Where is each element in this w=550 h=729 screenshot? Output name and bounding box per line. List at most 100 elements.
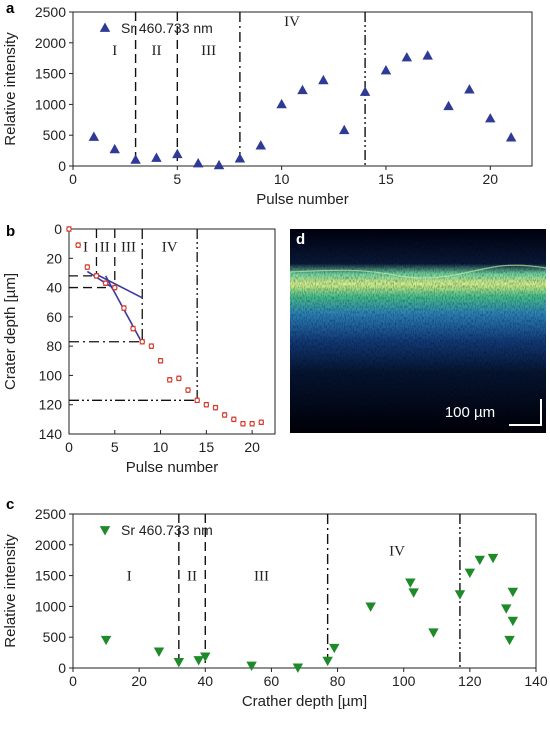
data-point: [297, 84, 308, 95]
x-tick-label: 20: [482, 171, 498, 187]
panel-label-b: b: [6, 223, 15, 240]
data-point: [166, 377, 173, 383]
oct-speckle-texture: [290, 229, 546, 433]
x-tick-label: 140: [524, 673, 548, 689]
x-tick-label: 15: [199, 439, 215, 455]
legend-marker: [99, 526, 111, 536]
region-label: IV: [284, 14, 300, 30]
x-tick-label: 100: [392, 673, 416, 689]
data-point: [212, 404, 219, 411]
data-point: [93, 273, 100, 279]
y-tick-label: 20: [46, 250, 62, 266]
x-axis-label: Crather depth [µm]: [242, 693, 367, 710]
region-label: IV: [162, 240, 178, 256]
y-axis-label: Relative intensity: [2, 32, 19, 146]
data-point: [408, 588, 419, 598]
data-point: [111, 284, 118, 291]
chart-b-axes: 0 5 10 15 20 0 20 40 60 80 100 120 140 Pulse number Cr…: [2, 221, 276, 476]
data-point: [151, 152, 162, 162]
x-tick-label: 60: [264, 673, 280, 689]
data-point: [139, 338, 146, 345]
data-point: [240, 420, 246, 427]
data-point: [428, 628, 439, 638]
x-tick-label: 80: [330, 673, 346, 689]
data-point: [401, 52, 413, 62]
data-point: [200, 652, 211, 662]
data-point: [487, 553, 499, 564]
y-tick-label: 2000: [35, 35, 66, 51]
y-tick-label: 120: [39, 397, 63, 413]
y-tick-label: 0: [58, 660, 66, 676]
data-point: [405, 578, 416, 588]
oct-surface-line: [289, 264, 547, 279]
data-point: [193, 656, 204, 666]
data-point: [221, 412, 228, 418]
data-point: [121, 305, 127, 311]
data-point: [464, 84, 475, 94]
data-point: [75, 242, 81, 248]
data-point: [380, 65, 392, 75]
chart-a-axes: 0 5 10 15 20 0 500 1000 1500 2000 2500 Pulse number…: [2, 4, 533, 208]
x-tick-label: 40: [197, 673, 213, 689]
x-tick-label: 5: [111, 439, 119, 455]
data-point: [339, 124, 350, 135]
data-point: [194, 397, 200, 404]
chart-panel-b: b 0 5 10 15 20 0 20 40 60 80 100 120 140 Pulse number…: [2, 221, 276, 476]
chart-panel-a: a 0 5 10 15 20 0 500 1000 1500 2000 2500 Pulse numb…: [2, 0, 533, 208]
data-point: [246, 661, 257, 672]
data-point: [474, 555, 486, 566]
y-axis-label: Crater depth [µm]: [2, 273, 19, 390]
data-point: [329, 643, 340, 654]
y-tick-label: 2500: [35, 4, 66, 20]
x-tick-label: 5: [173, 171, 181, 187]
data-point: [501, 604, 512, 614]
plot-frame: [68, 228, 276, 435]
y-tick-label: 2500: [35, 506, 66, 522]
region-label: I: [83, 240, 88, 256]
y-tick-label: 100: [39, 367, 63, 383]
y-tick-label: 80: [46, 338, 62, 354]
data-point: [318, 74, 329, 85]
panel-label-d: d: [296, 231, 305, 248]
data-point: [258, 419, 265, 426]
data-point: [464, 568, 476, 579]
data-point: [504, 635, 515, 646]
x-tick-label: 0: [65, 439, 73, 455]
region-label: III: [201, 43, 216, 59]
fit-line: [96, 273, 143, 299]
scale-bar: [509, 399, 542, 426]
data-point: [153, 647, 165, 657]
data-point: [322, 656, 333, 667]
legend-marker: [99, 22, 111, 32]
region-label: II: [151, 43, 161, 59]
data-point: [507, 587, 519, 598]
data-point: [443, 100, 454, 111]
data-point: [66, 226, 72, 232]
y-tick-label: 40: [46, 280, 62, 296]
y-tick-label: 500: [43, 127, 67, 143]
region-label: I: [112, 43, 117, 59]
data-point: [173, 657, 185, 668]
x-tick-label: 20: [131, 673, 147, 689]
data-point: [185, 387, 191, 393]
data-point: [292, 663, 304, 673]
fit-line: [86, 270, 116, 290]
chart-b-marks: I II III IV: [66, 226, 265, 427]
data-point: [255, 140, 266, 150]
x-tick-label: 10: [153, 439, 169, 455]
data-point: [213, 159, 225, 170]
plot-frame: [72, 513, 537, 669]
x-axis-label: Pulse number: [126, 459, 219, 476]
scale-bar-label: 100 µm: [445, 404, 495, 421]
x-tick-label: 120: [458, 673, 482, 689]
y-tick-label: 2000: [35, 537, 66, 553]
region-label: III: [254, 569, 269, 585]
panel-label-c: c: [6, 496, 14, 513]
y-tick-label: 60: [46, 309, 62, 325]
y-axis-label: Relative intensity: [2, 534, 19, 648]
data-point: [148, 343, 155, 349]
x-tick-label: 0: [69, 171, 77, 187]
